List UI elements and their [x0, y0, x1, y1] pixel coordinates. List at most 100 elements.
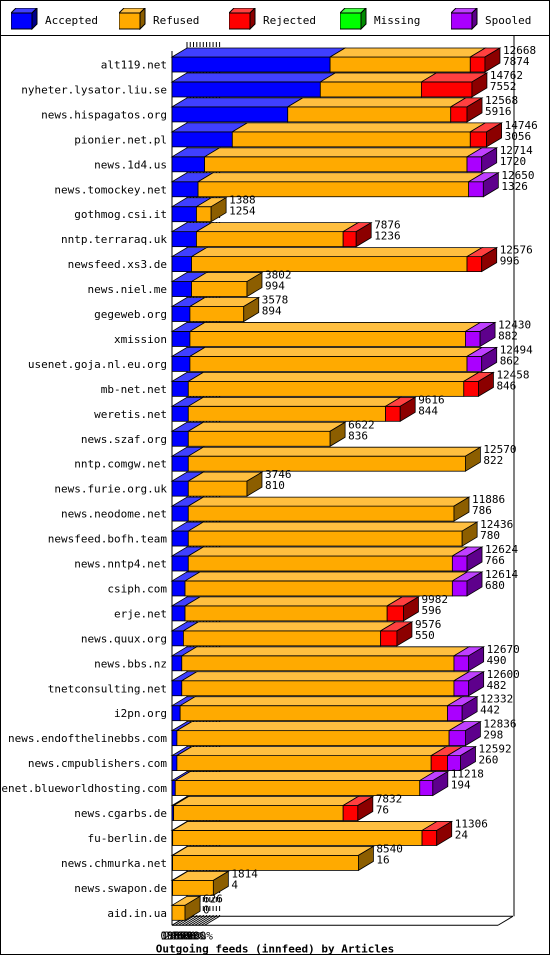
bar-rejected	[342, 805, 359, 821]
bar-end-face	[243, 296, 260, 323]
row-label: news.bbs.nz	[94, 657, 167, 670]
row-label: news.cgarbs.de	[74, 807, 167, 820]
value-accepted: 260	[479, 754, 499, 767]
row-label: news.furie.org.uk	[54, 483, 167, 496]
bar-end-face	[464, 720, 481, 747]
bar-end-face	[482, 172, 499, 198]
bar-refused	[187, 530, 463, 547]
value-total: 3746	[265, 468, 292, 481]
value-total: 626	[203, 892, 223, 905]
bar-top-refused	[188, 322, 482, 332]
value-total: 11218	[451, 768, 484, 781]
value-accepted: 862	[500, 354, 520, 367]
bar-refused	[231, 131, 471, 148]
value-total: 7832	[376, 793, 403, 806]
bar-accepted	[171, 555, 189, 572]
bar-end-face	[466, 97, 483, 123]
value-accepted: 7552	[490, 80, 517, 93]
bar-top-refused	[183, 571, 469, 582]
tick-mark	[184, 915, 201, 926]
bar-rejected	[466, 256, 483, 273]
bar-accepted	[171, 81, 321, 98]
bar-end-face	[481, 346, 498, 373]
bar-end-face	[246, 471, 263, 497]
row-label: news.tomockey.net	[54, 183, 167, 196]
bar-accepted	[171, 380, 189, 397]
bar-spooled	[468, 181, 484, 198]
bar-refused	[187, 455, 466, 472]
value-total: 12430	[498, 318, 531, 331]
legend-label: Spooled	[485, 14, 532, 27]
x-tick-label: 20%	[164, 929, 184, 942]
bar-refused	[184, 580, 453, 597]
value-total: 12668	[503, 44, 536, 57]
value-total: 12592	[479, 743, 512, 756]
bar-refused	[196, 231, 344, 248]
bar-accepted	[171, 430, 189, 447]
bar-end-face	[461, 695, 478, 722]
bar-refused	[187, 555, 453, 572]
row-label: tnetconsulting.net	[48, 682, 167, 695]
bar-refused	[189, 331, 466, 347]
row-label: i2pn.org	[114, 707, 167, 720]
row-label: nntp.comgw.net	[74, 458, 167, 471]
legend-label: Accepted	[45, 14, 98, 27]
value-total: 3802	[265, 269, 292, 282]
legend-label: Refused	[153, 14, 200, 27]
bar-refused	[176, 755, 432, 771]
bar-spooled	[451, 580, 468, 597]
bar-spooled	[419, 780, 434, 796]
value-accepted: 7874	[503, 55, 530, 68]
bar-refused	[196, 206, 212, 223]
bar-top-refused	[183, 596, 404, 607]
bar-end-face	[184, 895, 201, 922]
row-label: erje.net	[114, 607, 167, 620]
value-accepted: 0	[203, 903, 210, 916]
bar-accepted	[171, 106, 289, 123]
value-accepted: 994	[265, 280, 285, 293]
row-label: news.cmpublishers.com	[28, 757, 167, 770]
bar-spooled	[464, 331, 481, 347]
bar-end-face	[468, 646, 485, 672]
row-label: news.hispagatos.org	[41, 108, 167, 121]
row-label: fu-berlin.de	[88, 832, 167, 845]
bar-rejected	[463, 380, 479, 397]
bar-spooled	[466, 355, 483, 372]
x-axis-edge	[497, 915, 514, 926]
value-total: 12332	[480, 693, 513, 706]
value-accepted: 4	[231, 878, 238, 891]
value-total: 12624	[485, 543, 518, 556]
bar-rejected	[386, 605, 404, 622]
bar-refused	[181, 655, 455, 672]
bar-accepted	[171, 455, 189, 472]
bar-end-face	[358, 845, 374, 872]
bar-refused	[329, 56, 471, 73]
bar-accepted	[171, 231, 197, 248]
row-label: usenet.goja.nl.eu.org	[28, 358, 167, 371]
bar-accepted	[171, 630, 184, 647]
bar-top-refused	[196, 172, 486, 183]
bar-accepted	[171, 580, 186, 597]
bar-refused	[189, 355, 468, 372]
value-total: 12568	[485, 94, 518, 107]
bar-spooled	[453, 680, 470, 697]
bar-end-face	[436, 820, 453, 847]
value-total: 12494	[500, 343, 533, 356]
bar-rejected	[380, 630, 398, 647]
bar-accepted	[171, 655, 183, 672]
bar-end-face	[403, 596, 419, 622]
row-label: pionier.net.pl	[74, 133, 167, 146]
bar-accepted	[171, 56, 331, 73]
value-accepted: 1236	[374, 230, 401, 243]
bar-accepted	[171, 405, 189, 422]
value-total: 9616	[418, 393, 445, 406]
value-accepted: 786	[472, 504, 492, 517]
bar-refused	[204, 156, 468, 173]
x-tick-label: 100%	[186, 929, 213, 942]
row-label: newsfeed.xs3.de	[68, 258, 167, 271]
bar-end-face	[486, 122, 502, 148]
bar-top-refused	[195, 222, 360, 233]
tick-mark	[181, 915, 198, 926]
bar-rejected	[469, 56, 486, 73]
row-label: news.swapon.de	[74, 882, 167, 895]
